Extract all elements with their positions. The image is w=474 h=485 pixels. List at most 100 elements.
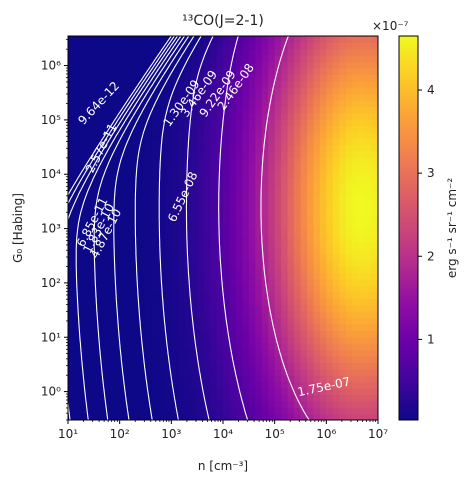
- heatmap-cell: [255, 317, 263, 325]
- heatmap-cell: [203, 394, 211, 402]
- heatmap-cell: [68, 349, 76, 357]
- heatmap-cell: [74, 388, 82, 395]
- heatmap-cell: [274, 311, 282, 319]
- heatmap-cell: [106, 36, 114, 43]
- heatmap-cell: [274, 151, 282, 159]
- heatmap-cell: [223, 189, 231, 197]
- heatmap-cell: [345, 362, 353, 370]
- heatmap-cell: [242, 330, 250, 338]
- heatmap-cell: [177, 196, 185, 203]
- heatmap-cell: [255, 240, 263, 248]
- heatmap-cell: [319, 349, 327, 357]
- heatmap-cell: [300, 87, 308, 95]
- heatmap-cell: [326, 260, 334, 267]
- heatmap-cell: [74, 356, 82, 363]
- heatmap-cell: [139, 266, 147, 274]
- heatmap-cell: [210, 234, 218, 242]
- heatmap-cell: [352, 61, 360, 69]
- heatmap-cell: [274, 74, 282, 82]
- heatmap-cell: [300, 183, 308, 191]
- heatmap-cell: [306, 336, 315, 344]
- heatmap-cell: [126, 176, 134, 184]
- heatmap-cell: [358, 375, 366, 383]
- heatmap-cell: [281, 368, 289, 376]
- heatmap-cell: [216, 87, 224, 95]
- heatmap-cell: [319, 343, 327, 351]
- heatmap-cell: [203, 298, 211, 306]
- heatmap-cell: [87, 106, 95, 114]
- heatmap-cell: [287, 144, 295, 152]
- heatmap-cell: [287, 311, 295, 319]
- heatmap-cell: [80, 368, 88, 376]
- heatmap-cell: [223, 247, 231, 255]
- heatmap-cell: [158, 381, 166, 389]
- heatmap-cell: [235, 93, 243, 101]
- heatmap-cell: [352, 36, 360, 43]
- heatmap-cell: [190, 247, 198, 255]
- heatmap-cell: [87, 74, 95, 82]
- heatmap-cell: [119, 36, 127, 43]
- heatmap-cell: [300, 208, 308, 216]
- heatmap-cell: [345, 68, 353, 75]
- heatmap-cell: [332, 279, 340, 287]
- heatmap-cell: [229, 304, 237, 312]
- heatmap-cell: [223, 112, 231, 120]
- heatmap-cell: [68, 317, 76, 325]
- heatmap-cell: [216, 336, 224, 344]
- heatmap-cell: [261, 400, 269, 408]
- heatmap-cell: [358, 87, 366, 95]
- heatmap-cell: [326, 157, 334, 165]
- heatmap-cell: [300, 343, 308, 351]
- heatmap-cell: [119, 196, 127, 203]
- heatmap-cell: [326, 381, 334, 389]
- heatmap-cell: [248, 170, 256, 178]
- heatmap-cell: [242, 228, 250, 235]
- heatmap-cell: [113, 93, 121, 101]
- heatmap-cell: [268, 42, 276, 50]
- heatmap-cell: [74, 400, 82, 408]
- heatmap-cell: [158, 196, 166, 203]
- heatmap-cell: [339, 80, 347, 88]
- heatmap-cell: [358, 164, 366, 171]
- heatmap-cell: [313, 176, 321, 184]
- heatmap-cell: [132, 42, 140, 50]
- heatmap-cell: [268, 375, 276, 383]
- heatmap-cell: [326, 234, 334, 242]
- heatmap-cell: [100, 324, 108, 331]
- heatmap-cell: [352, 298, 360, 306]
- heatmap-cell: [87, 164, 95, 171]
- heatmap-cell: [190, 413, 198, 420]
- heatmap-cell: [151, 61, 160, 69]
- heatmap-cell: [229, 260, 237, 267]
- heatmap-cell: [319, 394, 327, 402]
- heatmap-cell: [197, 324, 205, 331]
- heatmap-cell: [171, 119, 179, 127]
- heatmap-cell: [274, 388, 282, 395]
- heatmap-cell: [300, 61, 308, 69]
- heatmap-cell: [274, 368, 282, 376]
- heatmap-cell: [74, 240, 82, 248]
- x-tick-label: 10²: [110, 427, 130, 441]
- heatmap-cell: [229, 311, 237, 319]
- heatmap-cell: [93, 176, 101, 184]
- heatmap-cell: [281, 285, 289, 293]
- heatmap-cell: [100, 42, 108, 50]
- heatmap-cell: [164, 394, 172, 402]
- heatmap-cell: [132, 375, 140, 383]
- heatmap-cell: [68, 189, 76, 197]
- heatmap-cell: [332, 266, 340, 274]
- heatmap-cell: [287, 272, 295, 280]
- heatmap-cell: [93, 183, 101, 191]
- heatmap-cell: [352, 68, 360, 75]
- heatmap-cell: [80, 183, 88, 191]
- heatmap-cell: [100, 362, 108, 370]
- heatmap-cell: [119, 48, 127, 56]
- heatmap-cell: [158, 324, 166, 331]
- heatmap-cell: [235, 221, 243, 229]
- heatmap-cell: [371, 176, 378, 184]
- heatmap-cell: [358, 407, 366, 415]
- heatmap-cell: [300, 272, 308, 280]
- heatmap-cell: [223, 42, 231, 50]
- heatmap-cell: [190, 119, 198, 127]
- heatmap-cell: [132, 368, 140, 376]
